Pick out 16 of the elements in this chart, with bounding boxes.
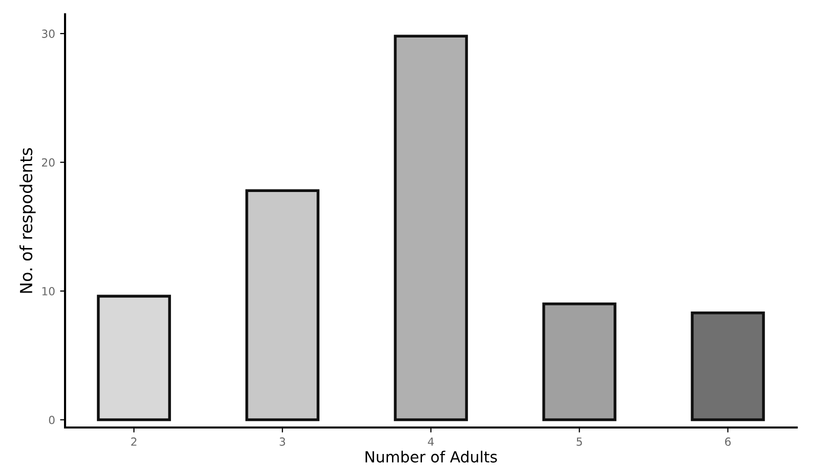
y-tick-label: 30	[42, 30, 55, 38]
x-axis-title: Number of Adults	[366, 450, 497, 463]
bar	[245, 189, 320, 422]
bar	[542, 302, 616, 422]
x-tick-label: 4	[428, 438, 434, 446]
x-tick-label: 6	[725, 437, 731, 446]
x-tick-label: 2	[131, 437, 136, 446]
y-tick-label: 0	[48, 416, 55, 424]
x-tick-label: 5	[576, 438, 582, 446]
bar	[690, 312, 765, 422]
y-tick-label: 10	[42, 287, 55, 296]
y-tick-label: 20	[42, 158, 55, 167]
x-tick-label: 3	[280, 437, 286, 446]
y-axis-title: No. of respodents	[19, 148, 36, 293]
bar	[394, 34, 468, 422]
bar	[96, 294, 171, 422]
